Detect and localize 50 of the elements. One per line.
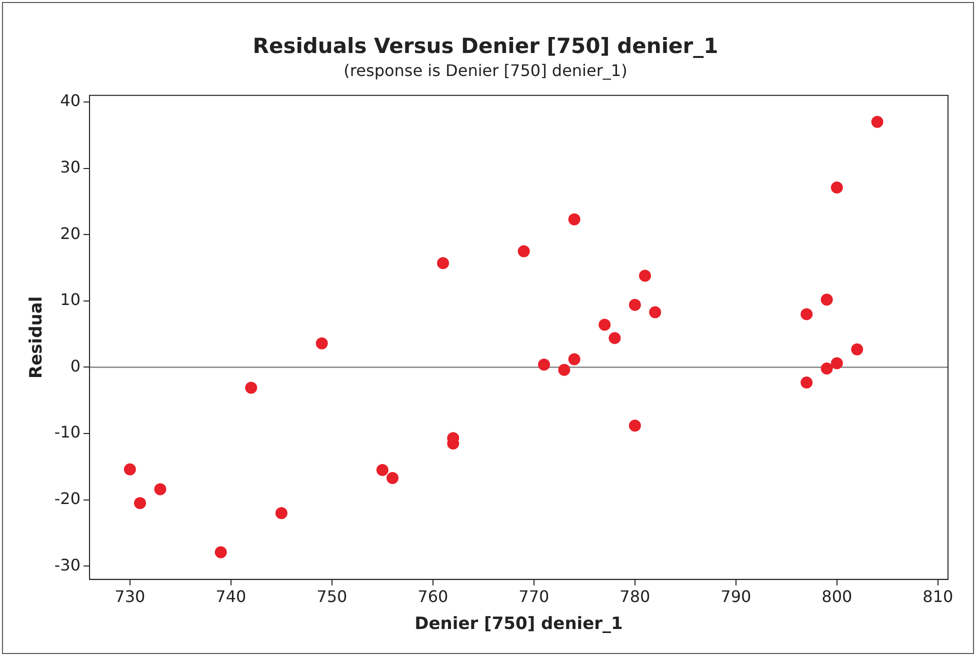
point bbox=[245, 382, 258, 394]
point bbox=[639, 270, 652, 282]
point bbox=[830, 357, 843, 370]
point bbox=[558, 364, 570, 376]
x-tick-label: 780 bbox=[620, 587, 650, 606]
point bbox=[214, 546, 227, 558]
y-tick-label: -30 bbox=[54, 555, 81, 574]
x-tick-label: 740 bbox=[216, 587, 246, 606]
x-tick-label: 760 bbox=[418, 587, 448, 606]
point bbox=[568, 213, 580, 226]
x-tick-label: 790 bbox=[720, 587, 752, 606]
point bbox=[518, 245, 530, 258]
point bbox=[376, 464, 388, 476]
x-tick-label: 750 bbox=[316, 587, 348, 606]
chart-title: Residuals Versus Denier [750] denier_1 bbox=[252, 34, 718, 58]
y-tick-label: 0 bbox=[70, 356, 81, 376]
point bbox=[568, 353, 580, 366]
x-tick-label: 810 bbox=[922, 587, 954, 606]
y-tick-label: -10 bbox=[54, 422, 81, 442]
point bbox=[649, 306, 662, 318]
point bbox=[820, 294, 833, 306]
point bbox=[154, 483, 166, 496]
point bbox=[628, 298, 641, 311]
x-axis-title: Denier [750] denier_1 bbox=[414, 614, 623, 634]
point bbox=[851, 343, 864, 356]
y-axis-title: Residual bbox=[26, 296, 47, 378]
point bbox=[800, 308, 813, 320]
point bbox=[598, 318, 611, 331]
chart-subtitle: (response is Denier [750] denier_1) bbox=[344, 60, 628, 80]
point bbox=[871, 116, 884, 128]
y-tick-label: 20 bbox=[60, 224, 81, 243]
point bbox=[134, 497, 146, 510]
point bbox=[316, 337, 328, 350]
y-tick-label: 30 bbox=[60, 157, 81, 176]
point bbox=[437, 257, 450, 270]
y-tick-label: 40 bbox=[60, 91, 81, 110]
y-tick-label: -20 bbox=[54, 488, 81, 508]
point bbox=[820, 362, 833, 375]
y-tick-label: 10 bbox=[60, 290, 81, 310]
point bbox=[830, 182, 843, 194]
point bbox=[628, 420, 641, 432]
x-tick-label: 770 bbox=[518, 587, 550, 606]
x-tick-label: 800 bbox=[822, 587, 852, 606]
point bbox=[124, 463, 136, 476]
point bbox=[608, 332, 621, 344]
point bbox=[275, 507, 288, 520]
point bbox=[386, 472, 399, 484]
point bbox=[800, 376, 813, 388]
x-tick-label: 730 bbox=[114, 587, 146, 606]
point bbox=[538, 358, 550, 371]
